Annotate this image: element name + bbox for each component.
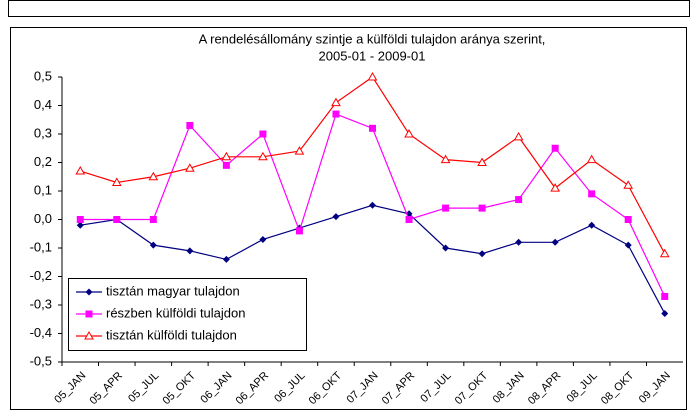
marker (295, 227, 303, 235)
marker (369, 201, 376, 209)
marker (331, 97, 341, 107)
marker (113, 216, 121, 223)
legend-label: tisztán külföldi tulajdon (106, 327, 237, 342)
chart-title: A rendelésállomány szintje a külföldi tu… (199, 31, 546, 46)
y-tick-label: 0,4 (34, 97, 52, 112)
marker (440, 154, 451, 164)
marker (332, 110, 340, 118)
marker (148, 171, 159, 181)
marker (478, 250, 486, 258)
y-tick-label: -0,3 (30, 296, 52, 311)
marker (149, 241, 157, 249)
marker (442, 204, 450, 212)
marker (405, 216, 413, 223)
marker (111, 177, 122, 186)
top-box (8, 0, 690, 17)
marker (76, 216, 84, 223)
marker (551, 238, 559, 246)
marker (221, 151, 232, 161)
marker (442, 244, 450, 252)
chart-frame (10, 27, 687, 410)
legend-label: tisztán magyar tulajdon (106, 283, 240, 298)
marker (515, 196, 523, 204)
marker (586, 154, 597, 164)
y-tick-label: 0,0 (34, 211, 52, 226)
marker (75, 166, 86, 175)
marker (149, 216, 157, 223)
marker (369, 124, 376, 132)
y-tick-label: -0,4 (30, 325, 52, 340)
marker (588, 221, 596, 229)
marker (222, 161, 230, 169)
marker (184, 163, 195, 172)
legend-marker (84, 330, 94, 340)
marker (624, 216, 632, 223)
marker (513, 131, 524, 141)
y-tick-label: 0,1 (34, 182, 52, 197)
y-tick-label: -0,5 (30, 353, 52, 368)
marker (259, 235, 267, 243)
marker (404, 128, 414, 138)
y-tick-label: 0,5 (34, 68, 52, 83)
y-tick-label: -0,1 (30, 239, 52, 254)
marker (550, 183, 561, 192)
marker (623, 180, 634, 189)
marker (478, 204, 486, 212)
marker (367, 71, 378, 81)
marker (76, 221, 84, 229)
legend-box (68, 278, 307, 351)
marker (624, 241, 632, 249)
y-tick-label: -0,2 (30, 268, 52, 283)
marker (259, 130, 267, 138)
marker (294, 146, 305, 155)
marker (515, 238, 523, 246)
marker (222, 255, 230, 263)
marker (477, 157, 487, 166)
legend-label: részben külföldi tulajdon (106, 305, 245, 320)
marker (661, 310, 669, 318)
chart-title: 2005-01 - 2009-01 (319, 48, 426, 63)
marker (332, 213, 340, 221)
y-tick-label: 0,3 (34, 125, 52, 140)
marker (659, 248, 670, 258)
legend-marker (85, 288, 93, 296)
y-tick-label: 0,2 (34, 154, 52, 169)
marker (186, 121, 194, 129)
marker (258, 151, 268, 161)
marker (186, 247, 194, 255)
marker (588, 190, 596, 198)
legend-marker (85, 310, 93, 318)
marker (551, 144, 559, 152)
marker (661, 292, 669, 300)
